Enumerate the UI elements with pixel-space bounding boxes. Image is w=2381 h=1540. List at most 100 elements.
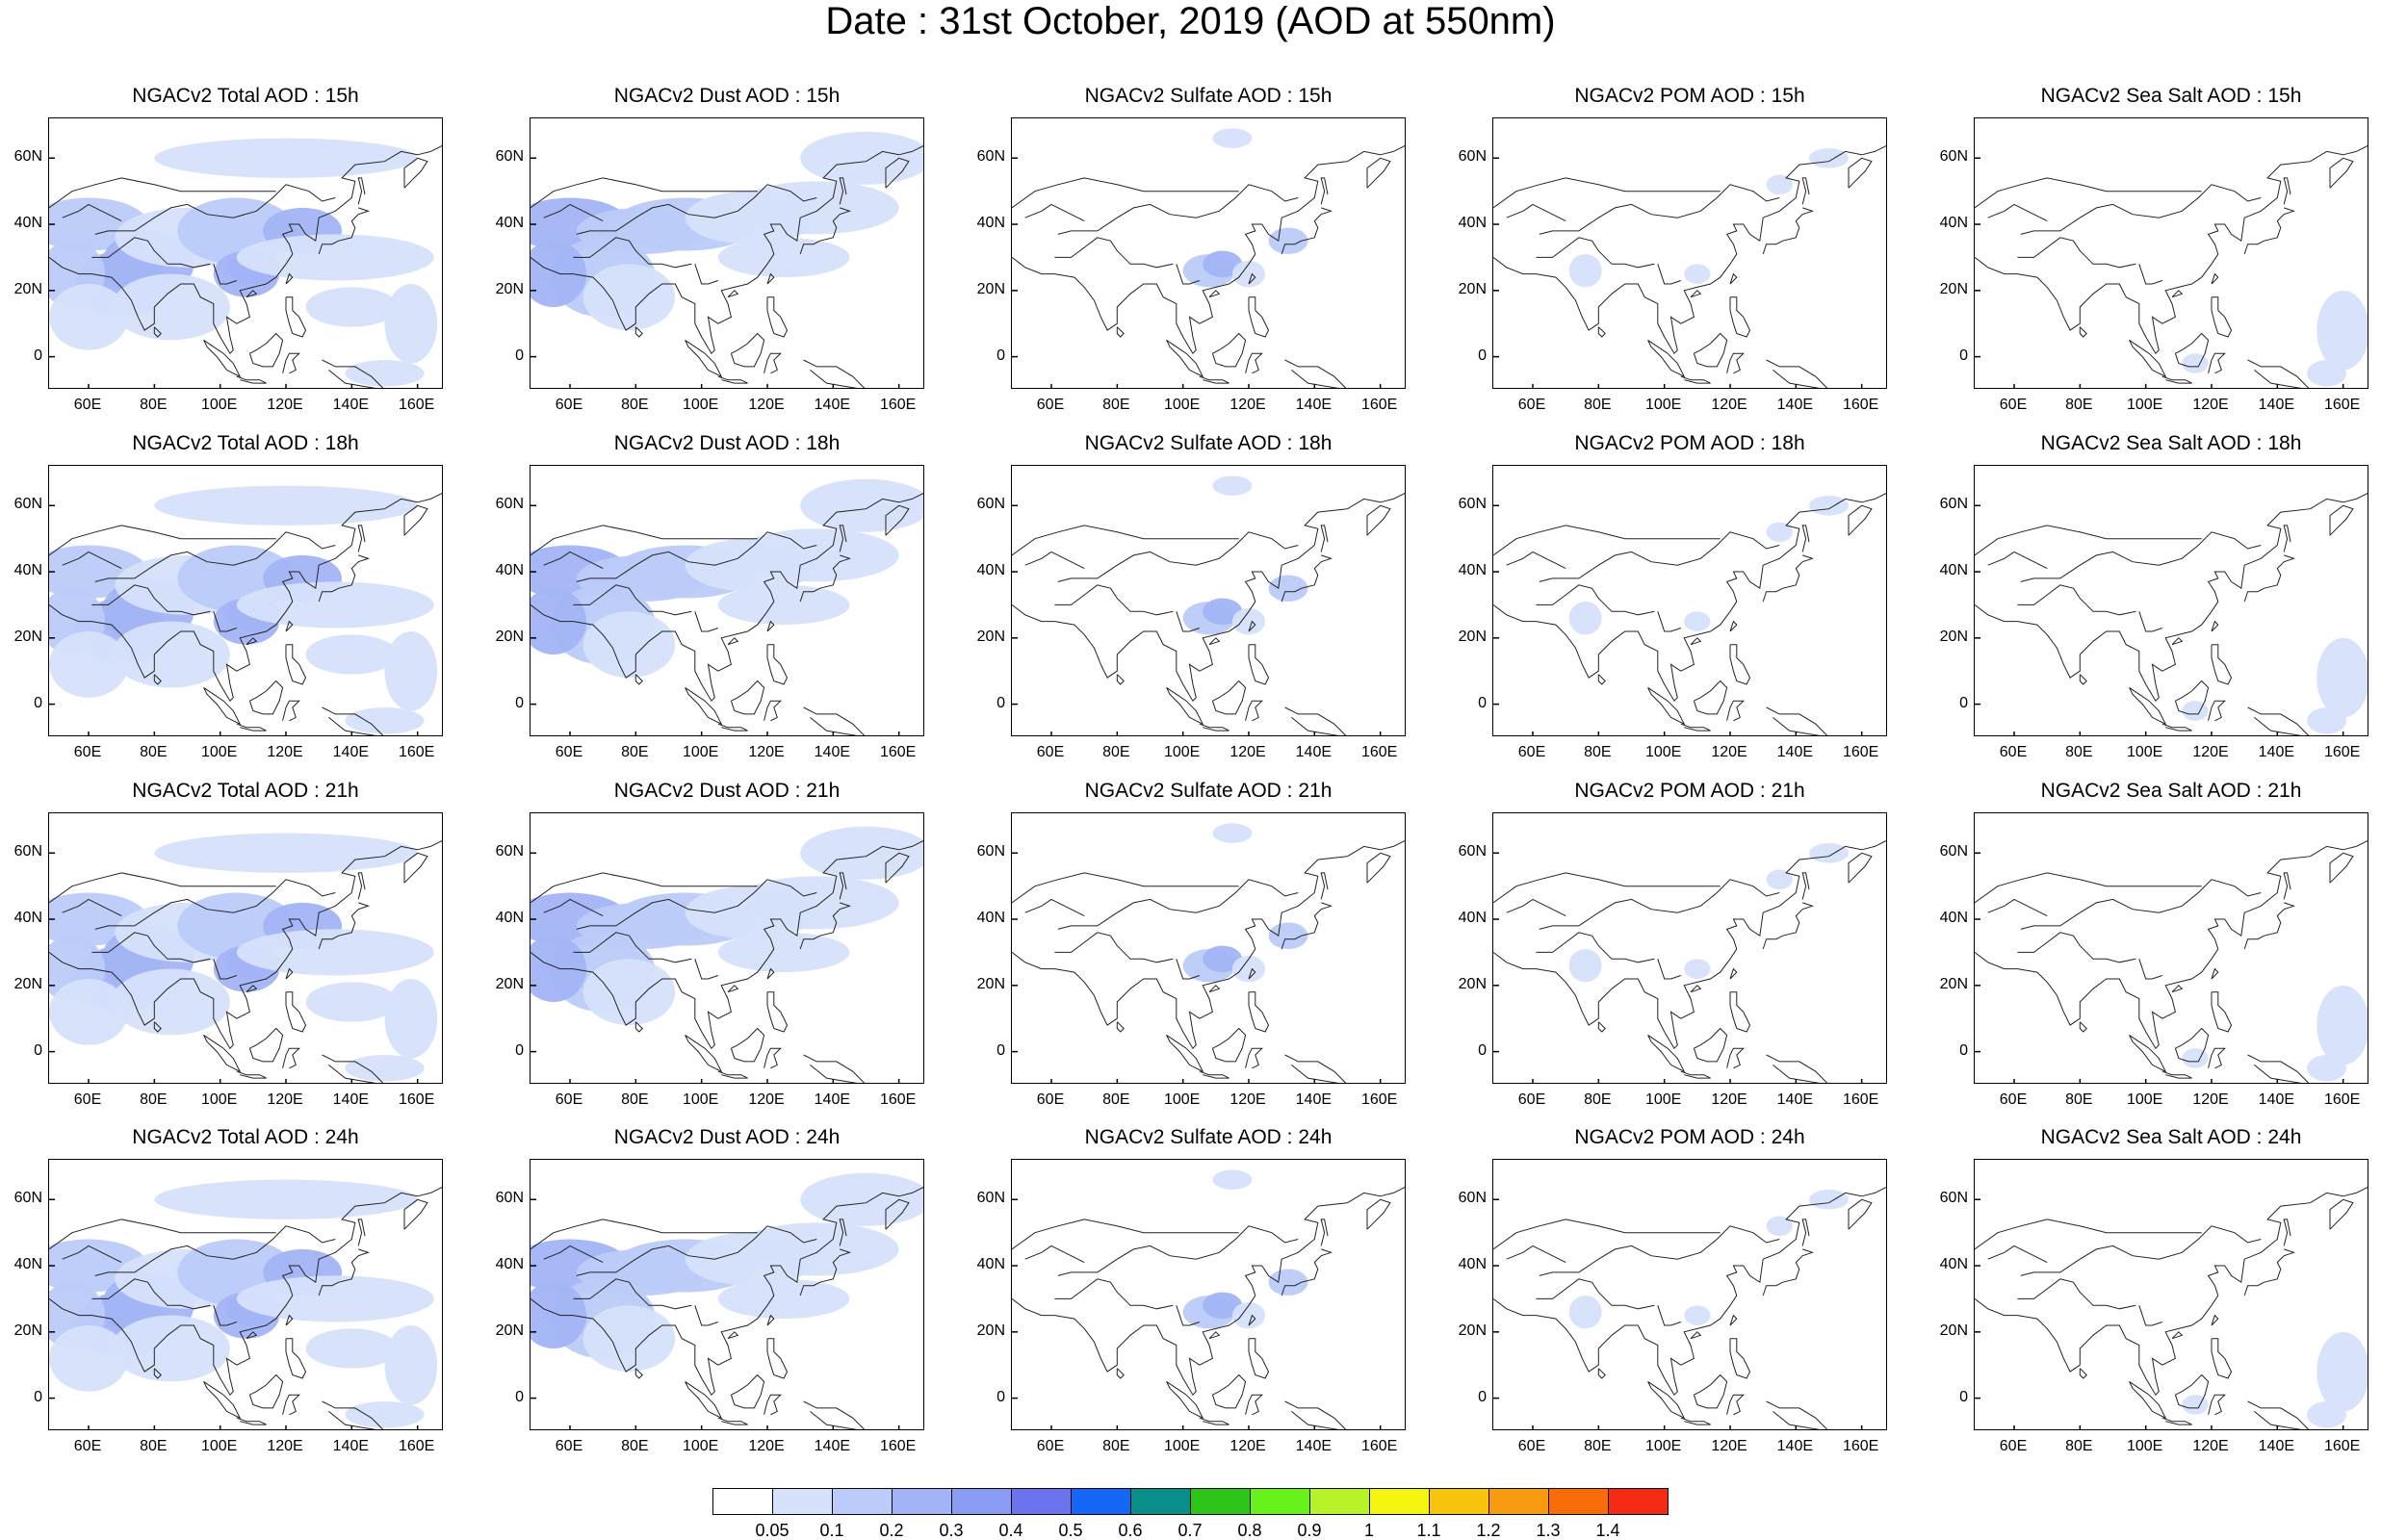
coastline: [531, 492, 923, 703]
coastline: [2211, 272, 2219, 285]
lat-tick-label: 20N: [1458, 1322, 1487, 1339]
lon-tick-label: 100E: [200, 744, 238, 760]
coastline: [543, 1245, 604, 1264]
coastline: [1366, 504, 1391, 536]
coastline: [543, 551, 604, 570]
coastline: [1975, 525, 2202, 556]
panel-title: NGACv2 POM AOD : 21h: [1574, 780, 1805, 802]
coastline: [285, 1338, 307, 1379]
map-plot-area: [530, 812, 924, 1084]
coastline: [2171, 985, 2184, 993]
coastline: [1597, 326, 1606, 338]
lon-tick-label: 60E: [555, 1091, 583, 1108]
coastline: [1012, 1186, 1405, 1397]
coastline: [1493, 1186, 1886, 1397]
lat-tick-label: 60N: [13, 496, 42, 513]
lat-tick-label: 60N: [1939, 496, 1968, 513]
coastline: [1987, 898, 2048, 917]
lon-tick-label: 60E: [1999, 1438, 2028, 1454]
coastline: [1506, 1245, 1566, 1264]
lon-tick-label: 140E: [332, 1091, 370, 1108]
coastline: [236, 723, 267, 732]
coastline: [1166, 1380, 1204, 1420]
lat-tick-label: 60N: [976, 148, 1005, 166]
lon-tick-label: 120E: [1229, 1091, 1266, 1108]
coastline: [49, 144, 442, 355]
lon-tick-label: 120E: [1229, 1438, 1266, 1454]
lat-tick-label: 60N: [1458, 843, 1487, 860]
coastline: [1597, 674, 1606, 685]
lon-tick-label: 60E: [1999, 397, 2028, 413]
coastline: [634, 1021, 643, 1033]
coastline: [2243, 902, 2295, 950]
coastline: [1536, 932, 1655, 963]
aod-shade: [2316, 985, 2368, 1065]
lat-tick-label: 20N: [13, 1322, 42, 1339]
panel-title: NGACv2 Total AOD : 15h: [132, 85, 359, 107]
coastline: [2243, 1248, 2295, 1296]
coastline: [1024, 898, 1085, 917]
coastline: [1054, 1278, 1174, 1310]
coastline: [1766, 1054, 1828, 1083]
aod-shade: [1766, 869, 1793, 890]
coastline: [576, 184, 817, 235]
colorbar-label: 0.3: [939, 1521, 964, 1540]
lat-tick-label: 60N: [495, 843, 524, 860]
lon-tick-label: 80E: [1102, 1091, 1130, 1108]
panel-title: NGACv2 Dust AOD : 18h: [613, 432, 841, 454]
coastline: [1366, 157, 1391, 189]
coastline: [685, 686, 723, 726]
aod-shade: [734, 1222, 899, 1276]
coastline: [1597, 1021, 1606, 1033]
coastline: [1245, 700, 1263, 722]
coastline: [1493, 872, 1721, 904]
coastline: [1320, 1219, 1329, 1246]
coastline: [1536, 584, 1655, 616]
coastline: [1987, 551, 2048, 570]
lon-tick-label: 60E: [555, 397, 583, 413]
panel-title: NGACv2 Sea Salt AOD : 21h: [2040, 780, 2302, 802]
map-svg: [49, 138, 442, 388]
colorbar-label: 0.1: [819, 1521, 844, 1540]
aod-shade: [734, 528, 899, 582]
coastline: [1208, 1331, 1221, 1340]
coastline: [1987, 203, 2048, 222]
coastline: [1166, 686, 1204, 726]
aod-shade: [305, 634, 399, 675]
coastline: [2161, 375, 2192, 384]
aod-shade: [305, 1328, 399, 1369]
aod-shade: [154, 833, 418, 873]
lon-tick-label: 140E: [1776, 1091, 1814, 1108]
lon-tick-label: 60E: [1036, 1438, 1065, 1454]
coastline: [685, 339, 723, 378]
coastline: [573, 932, 692, 963]
coastline: [766, 644, 789, 685]
coastline: [1366, 1198, 1391, 1230]
coastline: [1657, 611, 1681, 632]
coastline: [1539, 879, 1780, 930]
coastline: [2211, 967, 2219, 980]
coastline: [2329, 157, 2354, 189]
coastline: [1284, 1400, 1347, 1429]
coastline: [1211, 680, 1247, 715]
lon-tick-label: 160E: [2323, 1438, 2361, 1454]
coastline: [1766, 359, 1828, 388]
coastline: [236, 1070, 267, 1079]
map-plot-area: [1011, 117, 1406, 389]
lon-tick-label: 120E: [748, 744, 785, 760]
coastline: [1208, 985, 1221, 993]
coastline: [543, 203, 604, 222]
coastline: [694, 611, 718, 632]
coastline: [2174, 332, 2210, 368]
aod-shade: [111, 621, 230, 688]
coastline: [2329, 852, 2354, 884]
coastline: [1493, 492, 1886, 703]
coastline: [1057, 879, 1299, 930]
lon-tick-label: 100E: [200, 1091, 238, 1108]
coastline: [2138, 1305, 2162, 1326]
aod-shade: [1568, 602, 1602, 635]
lat-tick-label: 0: [996, 694, 1005, 711]
aod-shade: [2307, 1055, 2347, 1082]
aod-shade: [384, 630, 438, 711]
coastline: [1284, 359, 1347, 388]
